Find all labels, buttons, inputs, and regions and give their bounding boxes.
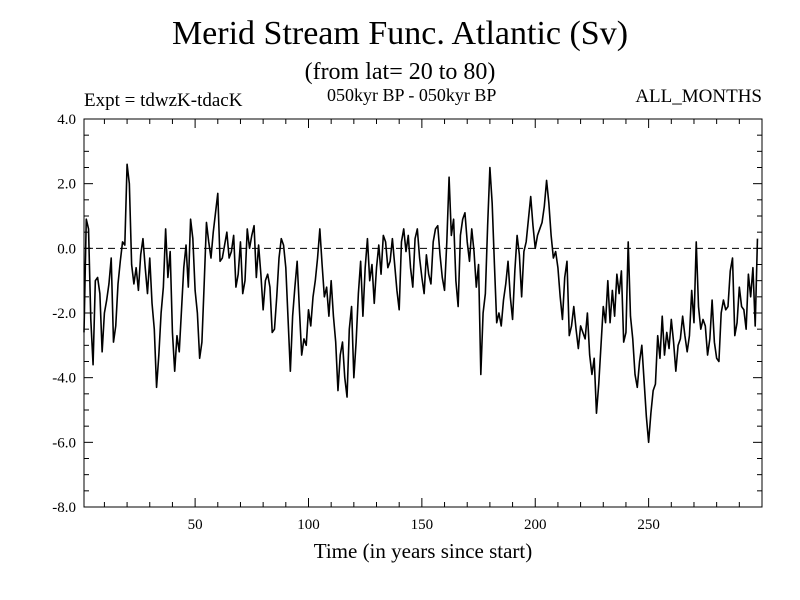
series-line bbox=[83, 163, 759, 444]
x-tick-label: 250 bbox=[637, 517, 660, 533]
y-tick-label: 0.0 bbox=[57, 241, 76, 257]
chart-title: Merid Stream Func. Atlantic (Sv) bbox=[171, 15, 629, 52]
y-tick-label: 2.0 bbox=[57, 177, 76, 193]
x-axis-label: Time (in years since start) bbox=[314, 539, 533, 563]
y-tick-label: 4.0 bbox=[57, 112, 76, 128]
chart-subtitle: (from lat= 20 to 80) bbox=[304, 59, 496, 85]
axis-ticks bbox=[84, 118, 762, 508]
x-tick-label: 200 bbox=[524, 517, 547, 533]
y-tick-label: -6.0 bbox=[52, 435, 76, 451]
y-tick-label: -4.0 bbox=[52, 371, 76, 387]
plot-frame bbox=[83, 118, 763, 508]
x-tick-label: 150 bbox=[411, 517, 434, 533]
x-tick-label: 50 bbox=[188, 517, 203, 533]
tick-labels: 50 100 150 200 250 -8.0 -6.0 -4.0 -2.0 0.0 2.0 4.0 bbox=[52, 112, 660, 533]
experiment-label: Expt = tdwzK-tdacK bbox=[84, 90, 243, 111]
months-label: ALL_MONTHS bbox=[635, 86, 762, 107]
y-tick-label: -8.0 bbox=[52, 500, 76, 516]
period-label: 050kyr BP - 050kyr BP bbox=[327, 85, 497, 105]
x-tick-label: 100 bbox=[297, 517, 320, 533]
y-tick-label: -2.0 bbox=[52, 306, 76, 322]
